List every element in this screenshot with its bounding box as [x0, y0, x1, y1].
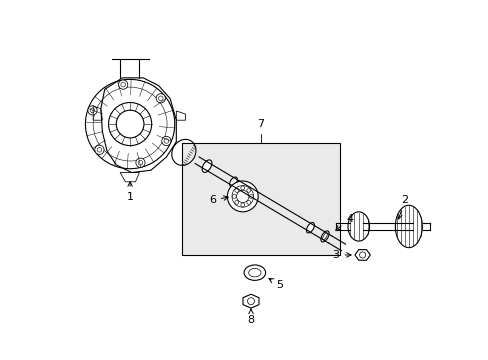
Circle shape [246, 201, 250, 204]
Circle shape [241, 186, 244, 190]
Circle shape [88, 106, 97, 115]
Ellipse shape [306, 222, 314, 233]
Circle shape [359, 252, 365, 258]
Polygon shape [243, 294, 259, 308]
Circle shape [249, 194, 253, 198]
Circle shape [234, 201, 238, 204]
Circle shape [232, 194, 236, 198]
Text: 3: 3 [332, 250, 350, 260]
Text: 8: 8 [247, 309, 254, 325]
Circle shape [156, 94, 165, 103]
Text: 6: 6 [208, 195, 228, 205]
Circle shape [227, 181, 258, 212]
Circle shape [241, 203, 244, 207]
Circle shape [136, 158, 145, 167]
Ellipse shape [395, 205, 422, 248]
Text: 4: 4 [335, 215, 352, 230]
Polygon shape [354, 249, 369, 260]
Text: 2: 2 [397, 195, 408, 219]
Ellipse shape [347, 212, 369, 241]
Ellipse shape [229, 177, 237, 187]
Ellipse shape [244, 265, 265, 280]
Bar [182, 143, 339, 255]
Circle shape [118, 80, 127, 89]
Circle shape [234, 189, 238, 192]
Ellipse shape [248, 269, 261, 277]
Ellipse shape [202, 160, 211, 172]
Circle shape [95, 145, 104, 154]
Text: 1: 1 [126, 182, 133, 202]
Circle shape [246, 189, 250, 192]
Circle shape [162, 136, 171, 145]
Text: 5: 5 [268, 279, 283, 290]
Ellipse shape [320, 231, 328, 242]
Text: 7: 7 [257, 120, 264, 130]
